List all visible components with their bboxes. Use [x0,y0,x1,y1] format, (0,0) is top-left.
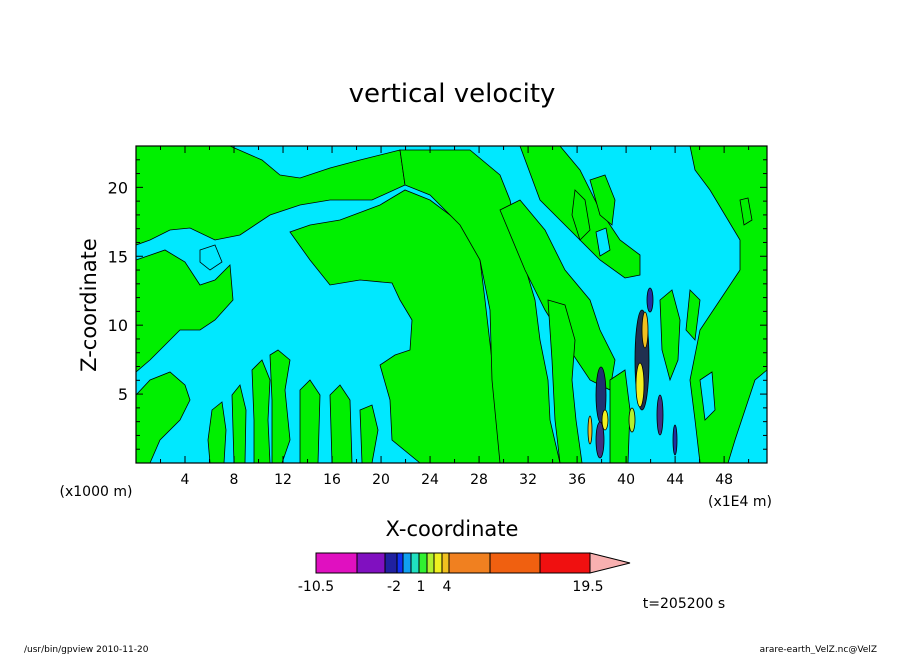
colorbar-tick-label: -2 [387,579,401,595]
cyan-contour-region [199,244,223,271]
y-tick-label: 20 [108,178,128,197]
green-contour-region [685,289,701,341]
green-contour-region [135,249,234,373]
colorbar-segment [441,552,450,574]
x-unit-left: (x1000 m) [60,484,133,500]
green-contour-region [739,197,753,226]
colorbar-tick-label: 19.5 [572,579,603,595]
colorbar-segment [426,552,435,574]
y-tick-label: 5 [118,385,128,404]
colorbar-segment [384,552,398,574]
colorbar-tick-label: -10.5 [298,579,334,595]
y-tick-label: 15 [108,247,128,266]
time-label: t=205200 s [643,596,725,612]
x-tick-label: 16 [323,472,341,488]
plot-frame [135,145,768,464]
x-tick-label: 28 [470,472,488,488]
storm-core-contour [641,311,649,349]
storm-core-contour [595,421,605,459]
colorbar-segment [315,552,358,574]
colorbar-segment [539,552,591,574]
y-tick-label: 10 [108,316,128,335]
green-contour-region [251,359,271,464]
chart-title: vertical velocity [349,79,556,109]
footer-left: /usr/bin/gpview 2010-11-20 [24,645,149,654]
green-contour-region [659,289,681,382]
colorbar-segment [396,552,404,574]
green-contour-region [231,384,247,464]
x-tick-label: 12 [274,472,292,488]
storm-core-contour [601,409,609,431]
y-axis-label: Z-coordinate [77,238,101,372]
x-tick-label: 48 [715,472,733,488]
storm-core-contour [656,394,664,436]
colorbar-tick-label: 1 [417,579,426,595]
colorbar-max-arrow [589,552,631,574]
x-tick-label: 40 [617,472,635,488]
footer-right: arare-earth_VelZ.nc@VelZ [760,645,877,654]
colorbar-segment [418,552,428,574]
green-contour-region [299,379,321,464]
positive-velocity-regions [135,145,768,464]
colorbar-segment [410,552,420,574]
storm-core-contour [635,362,645,408]
storm-core-contour [672,424,678,456]
storm-core-contour [587,415,593,445]
colorbar-tick-label: 4 [443,579,452,595]
cyan-contour-region [699,371,716,421]
x-tick-label: 32 [519,472,537,488]
x-axis-ticks: 4 8 12 16 20 24 28 32 36 40 44 48 [160,146,750,488]
colorbar [315,552,631,574]
x-tick-label: 44 [666,472,684,488]
x-tick-label: 36 [568,472,586,488]
colorbar-segment [433,552,443,574]
green-contour-region [269,349,291,464]
storm-core-contour [646,287,654,313]
x-unit-right: (x1E4 m) [708,494,772,510]
colorbar-segment [402,552,412,574]
x-axis-label: X-coordinate [386,517,519,541]
x-tick-label: 8 [230,472,239,488]
green-contour-region [571,189,591,241]
cyan-contour-region [595,227,611,257]
storm-core-contour [628,407,636,433]
x-tick-label: 24 [421,472,439,488]
green-contour-region [359,404,379,464]
green-contour-region [135,145,406,246]
green-contour-region [547,299,583,464]
green-contour-region [289,189,501,464]
green-contour-region [399,149,561,464]
green-contour-region [329,384,353,464]
x-tick-label: 4 [181,472,190,488]
colorbar-segment [356,552,386,574]
x-tick-label: 20 [372,472,390,488]
storm-core-contours [587,287,678,459]
colorbar-segment [448,552,491,574]
green-contour-region [499,199,616,391]
green-contour-region [589,174,616,226]
y-axis-ticks: 5 10 15 20 [108,159,767,450]
green-contour-region [609,369,631,464]
colorbar-segment [489,552,541,574]
colorbar-labels: -10.5 -2 1 4 19.5 [298,579,604,595]
